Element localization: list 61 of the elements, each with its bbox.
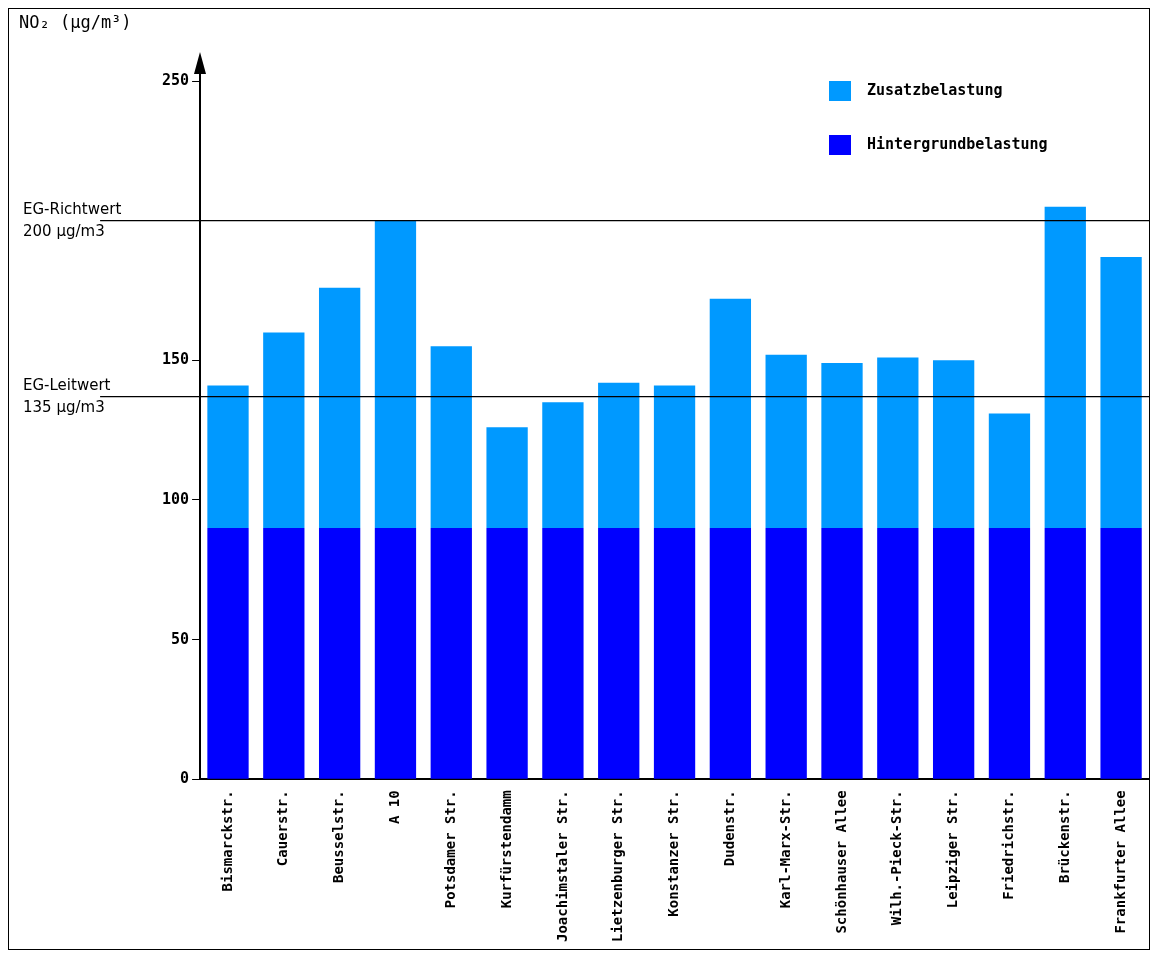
x-tick-label: Schönhauser Allee: [832, 790, 849, 934]
x-tick-label: Leipziger Str.: [944, 790, 961, 909]
x-tick-label: Brückenstr.: [1055, 790, 1072, 883]
y-tick-label: 250: [162, 70, 190, 89]
bar: [598, 382, 640, 528]
bar: [877, 527, 919, 779]
x-tick-label: Friedrichstr.: [1000, 790, 1017, 900]
bar: [988, 413, 1031, 528]
bar: [263, 332, 305, 528]
ref-line-label: EG-Leitwert 135 µg/m3: [23, 376, 111, 417]
bar: [318, 287, 361, 528]
bar: [542, 527, 584, 779]
bar: [821, 527, 863, 779]
bar: [1100, 256, 1142, 528]
legend-label: Hintergrundbelastung: [867, 134, 1048, 153]
bar: [486, 427, 528, 528]
bar: [1100, 527, 1142, 779]
x-tick-label: Beusselstr.: [330, 790, 347, 883]
x-tick-label: Dudenstr.: [721, 790, 737, 867]
bar: [709, 298, 752, 528]
x-tick-label: Potsdamer Str.: [441, 790, 458, 909]
x-tick-label: A 10: [386, 790, 403, 824]
bar: [877, 357, 919, 528]
bar: [1044, 527, 1086, 779]
bar: [709, 527, 752, 779]
y-tick-label: 150: [162, 350, 190, 369]
x-tick-label: Wilh.-Pieck-Str.: [888, 790, 905, 926]
y-tick-label: 100: [162, 489, 190, 508]
bar: [765, 527, 807, 779]
bar: [263, 527, 305, 779]
bar: [932, 527, 975, 779]
bar: [318, 527, 361, 779]
bar: [374, 220, 417, 528]
x-tick-label: Frankfurter Allee: [1111, 790, 1128, 934]
x-tick-label: Bismarckstr.: [218, 790, 235, 892]
x-tick-label: Konstanzer Str.: [665, 790, 682, 917]
bar: [542, 402, 584, 528]
bar: [374, 527, 417, 779]
y-tick-label: 50: [171, 629, 190, 648]
bar: [653, 527, 696, 779]
bar: [486, 527, 528, 779]
bar: [765, 354, 807, 528]
x-tick-label: Kurfürstendamm: [497, 790, 514, 909]
bar: [821, 363, 863, 528]
x-tick-label: Karl-Marx-Str.: [776, 790, 793, 909]
y-axis-title: NO₂ (µg/m³): [19, 11, 132, 32]
bar: [430, 527, 472, 779]
y-tick-label: 0: [180, 769, 190, 788]
ref-line-label: EG-Richtwert 200 µg/m3: [23, 200, 122, 241]
bar: [598, 527, 640, 779]
bar: [430, 346, 472, 528]
bar: [988, 527, 1031, 779]
x-tick-label: Cauerstr.: [274, 790, 291, 867]
x-tick-label: Joachimstaler Str.: [553, 790, 570, 942]
bar: [932, 360, 975, 528]
bar: [207, 385, 249, 528]
bar: [653, 385, 696, 528]
x-tick-label: Lietzenburger Str.: [609, 790, 626, 942]
bar: [1044, 206, 1086, 528]
bar: [207, 527, 249, 779]
legend-label: Zusatzbelastung: [867, 80, 1003, 99]
